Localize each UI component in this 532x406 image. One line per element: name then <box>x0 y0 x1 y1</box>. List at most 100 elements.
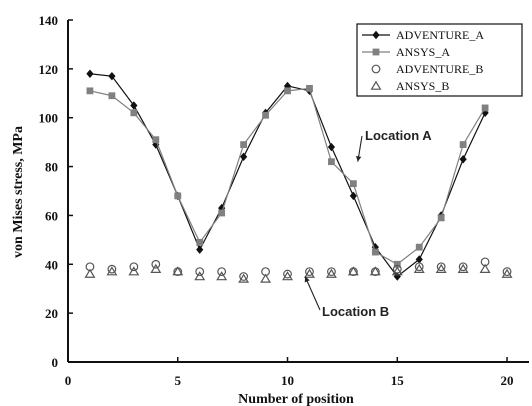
x-tick-label: 0 <box>65 373 72 388</box>
x-tick-label: 10 <box>281 373 294 388</box>
legend-marker <box>372 48 380 56</box>
data-point <box>130 109 138 117</box>
y-tick-label: 80 <box>45 160 58 175</box>
data-point <box>196 245 204 254</box>
data-point <box>437 214 445 222</box>
legend-marker <box>371 64 381 74</box>
legend-item: ANSYS_B <box>370 79 449 93</box>
data-point <box>194 271 206 281</box>
data-point <box>479 263 491 273</box>
data-point <box>481 104 489 112</box>
data-point <box>216 271 228 281</box>
data-point <box>371 248 379 256</box>
data-point <box>107 264 117 274</box>
data-point <box>262 111 269 119</box>
data-point <box>435 263 447 273</box>
data-point <box>174 192 182 200</box>
legend-label: ADVENTURE_A <box>396 28 484 42</box>
data-point <box>282 271 293 281</box>
y-tick-label: 100 <box>39 111 59 126</box>
data-point <box>327 142 336 152</box>
data-point <box>392 264 402 274</box>
data-point <box>347 266 359 276</box>
data-point <box>349 191 357 201</box>
x-tick-label: 15 <box>391 373 405 388</box>
x-axis-title: Number of position <box>238 392 354 406</box>
data-point <box>481 108 489 118</box>
data-point <box>108 71 116 81</box>
data-point <box>457 263 469 273</box>
y-tick-label: 0 <box>52 355 59 370</box>
data-point <box>284 87 291 95</box>
legend-marker <box>372 30 380 40</box>
data-point <box>349 180 357 188</box>
data-point <box>196 238 204 246</box>
data-point <box>240 152 248 161</box>
arrowhead <box>355 155 362 162</box>
y-tick-label: 120 <box>39 62 59 77</box>
data-point <box>84 268 96 278</box>
data-point <box>128 266 140 276</box>
x-tick-label: 20 <box>501 373 514 388</box>
data-point <box>172 266 184 276</box>
data-point <box>459 155 467 164</box>
data-point <box>458 262 468 272</box>
data-point <box>238 273 250 283</box>
data-point <box>328 158 335 166</box>
data-point <box>501 268 513 278</box>
data-point <box>239 272 249 281</box>
x-tick-label: 5 <box>175 373 182 388</box>
legend-label: ADVENTURE_B <box>396 62 483 76</box>
legend-box <box>356 23 523 97</box>
data-point <box>86 87 94 95</box>
axis-ticks: 0 5 10 15 20 0 20 40 60 80 100 120 140 <box>39 13 514 388</box>
data-point <box>152 136 160 144</box>
legend: ADVENTURE_A ANSYS_A ADVENTURE_B ANSYS_B <box>356 23 523 97</box>
data-point <box>240 141 248 148</box>
data-point <box>305 267 314 277</box>
data-point <box>459 141 467 148</box>
legend-label: ANSYS_B <box>396 79 449 93</box>
data-point <box>129 262 139 272</box>
series-ansys-b <box>84 263 513 283</box>
data-point <box>260 273 272 283</box>
data-point <box>413 263 425 273</box>
series-ansys-a <box>86 85 489 268</box>
data-point <box>369 266 381 276</box>
data-point <box>304 268 315 278</box>
data-point <box>108 92 116 100</box>
data-point <box>218 209 226 217</box>
annotations: Location A Location B <box>304 128 432 319</box>
data-point <box>415 255 423 264</box>
data-point <box>150 263 162 273</box>
annotation-label: Location B <box>322 304 389 319</box>
annotation-label: Location A <box>365 128 432 143</box>
legend-item: ANSYS_A <box>362 45 450 59</box>
data-point <box>325 268 337 278</box>
arrowhead <box>304 276 310 283</box>
annotation-location-a: Location A <box>355 128 432 162</box>
data-point <box>106 266 118 276</box>
data-point <box>217 267 227 277</box>
data-point <box>391 266 403 276</box>
legend-label: ANSYS_A <box>396 45 450 59</box>
data-point <box>436 262 446 272</box>
annotation-arrow <box>304 276 321 311</box>
data-point <box>130 101 138 110</box>
data-point <box>327 267 336 277</box>
y-tick-label: 60 <box>45 208 58 223</box>
data-point <box>195 267 205 277</box>
data-point <box>415 243 423 251</box>
legend-marker <box>370 80 382 90</box>
data-point <box>86 69 94 78</box>
legend-item: ADVENTURE_A <box>362 28 484 42</box>
data-point <box>306 85 313 92</box>
y-tick-label: 140 <box>39 13 59 28</box>
data-point <box>151 259 161 269</box>
y-axis-title: von Mises stress, MPa <box>11 126 26 258</box>
y-tick-label: 40 <box>45 257 58 272</box>
data-point <box>502 267 512 277</box>
series-layer <box>84 69 513 283</box>
data-point <box>414 262 424 272</box>
